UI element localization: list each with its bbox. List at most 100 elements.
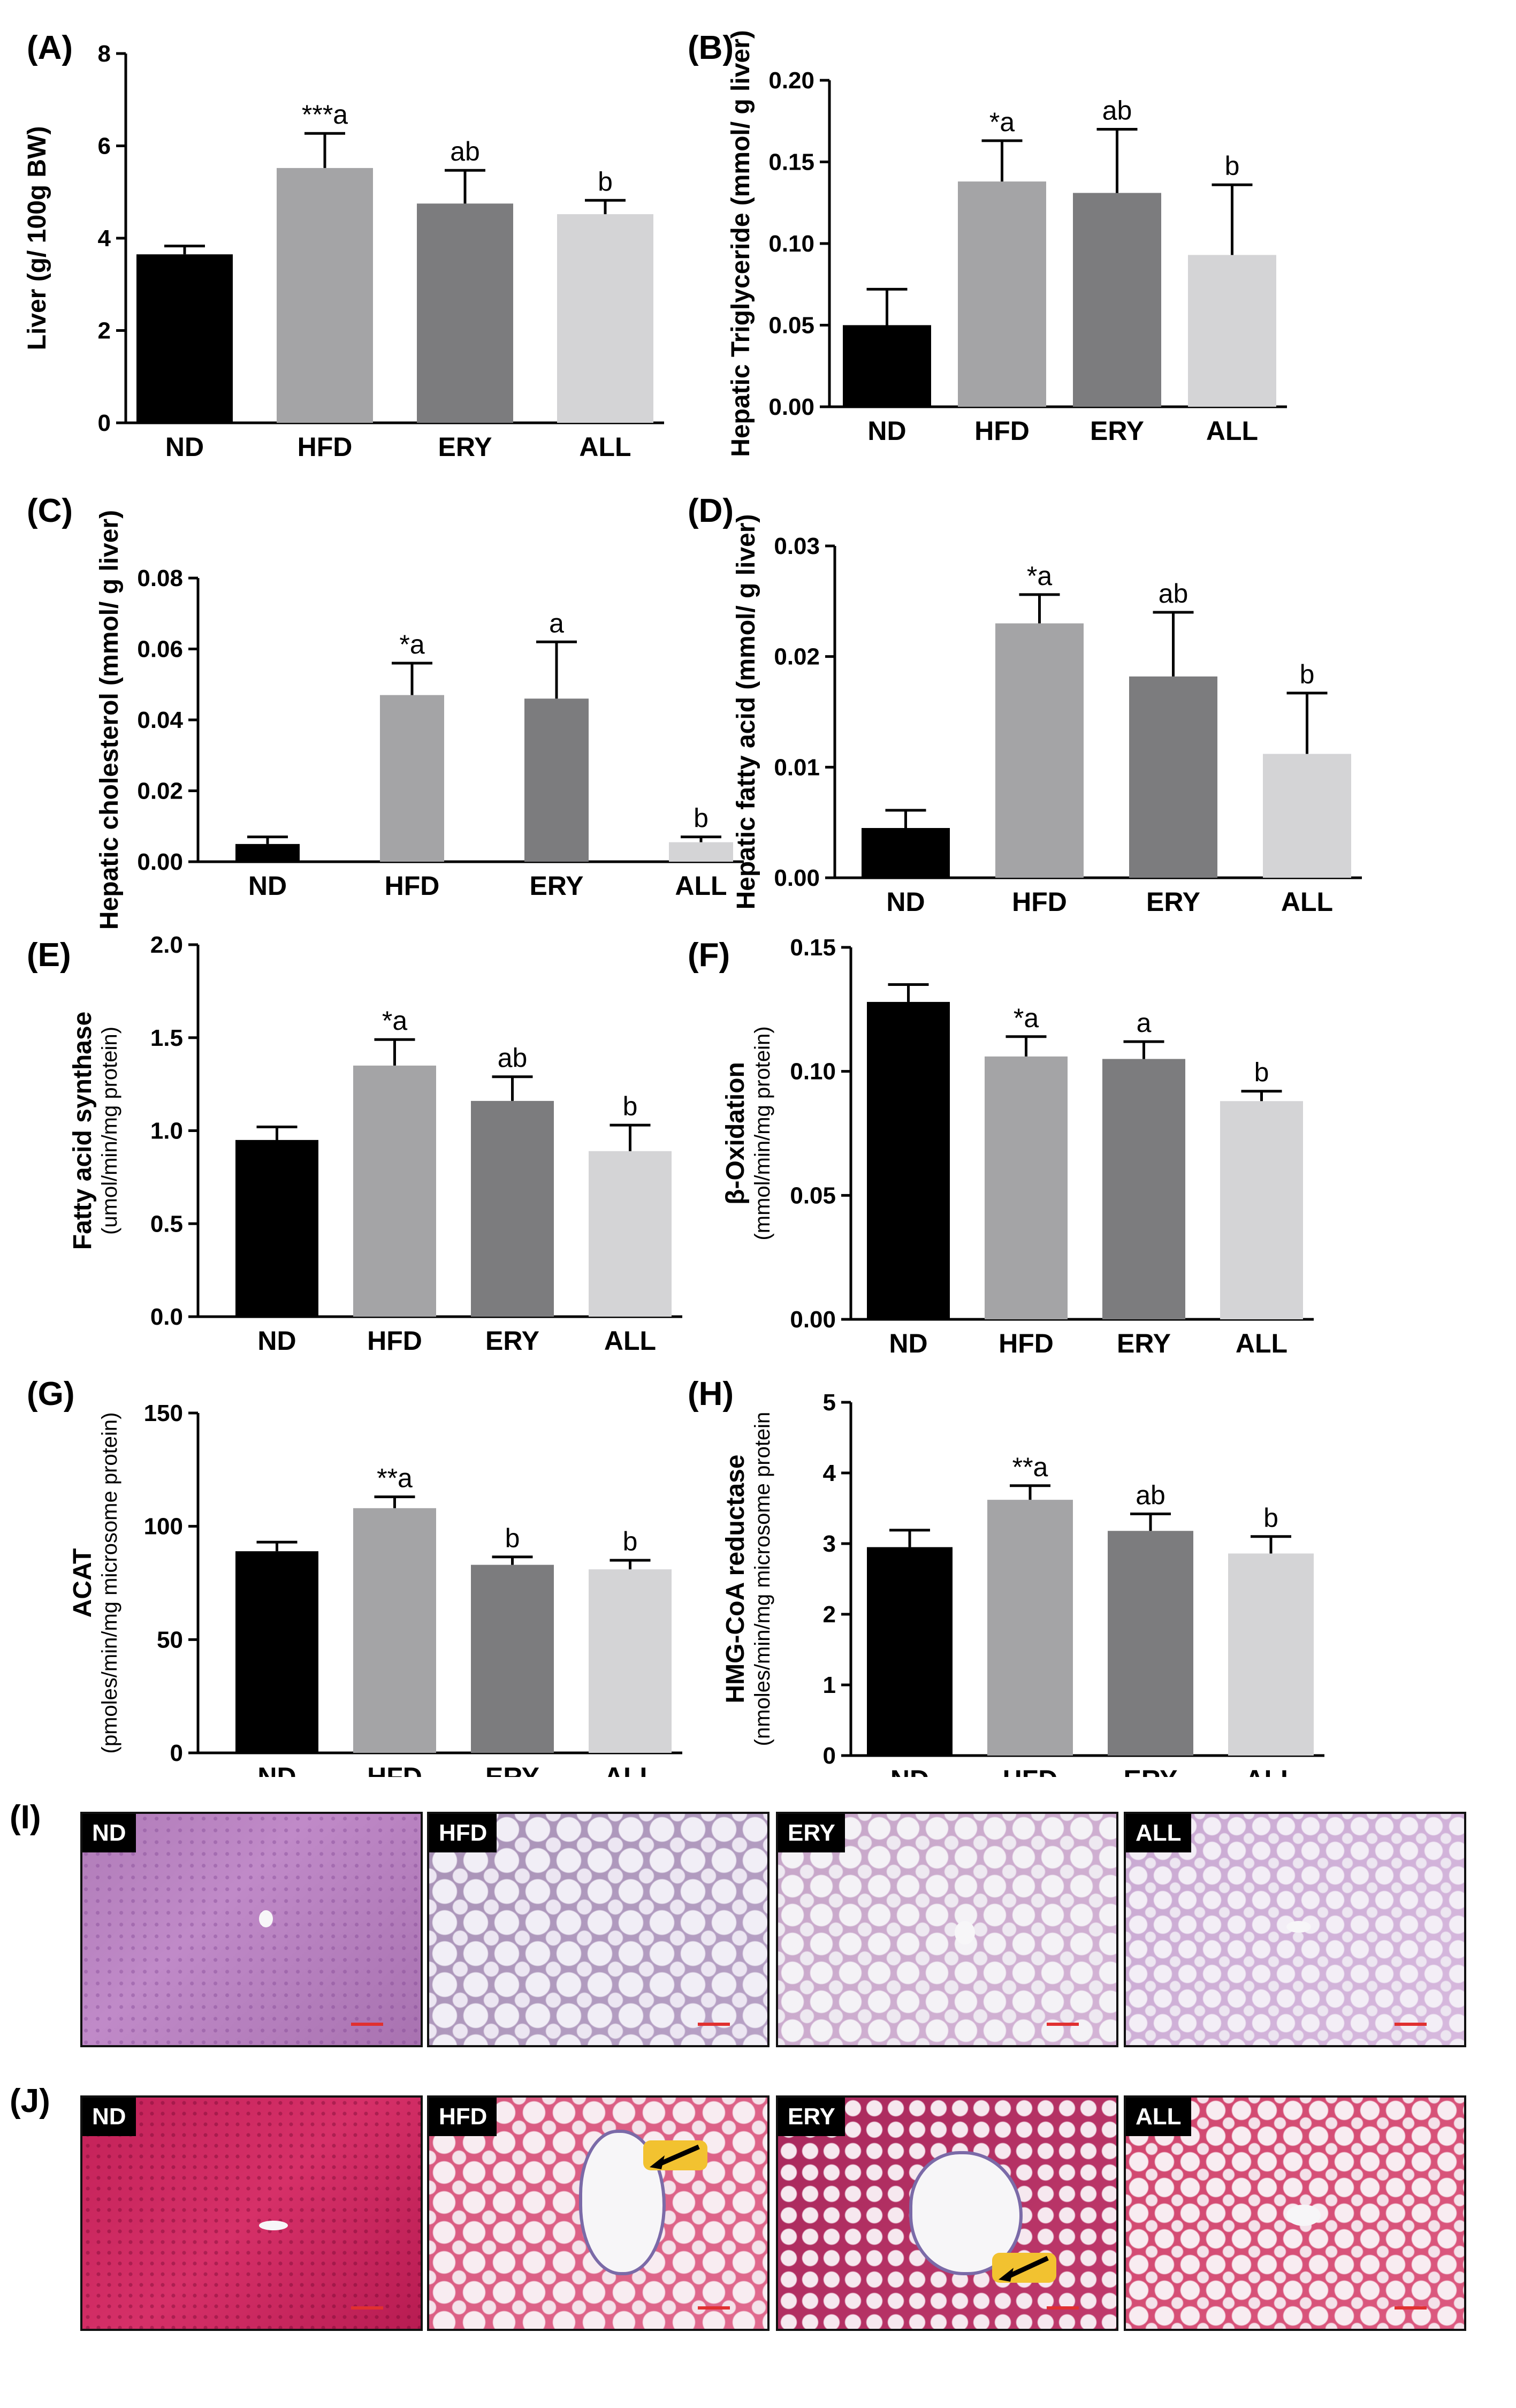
bar-ery bbox=[471, 1564, 554, 1753]
x-tick-label: ND bbox=[165, 432, 204, 462]
significance-label: ab bbox=[1136, 1480, 1165, 1510]
x-tick-label: ERY bbox=[485, 1762, 539, 1777]
significance-label: *a bbox=[382, 1006, 407, 1036]
significance-label: *a bbox=[989, 107, 1015, 137]
y-tick-label: 0.04 bbox=[137, 707, 183, 733]
x-tick-label: ALL bbox=[1281, 887, 1333, 917]
y-tick-label: 100 bbox=[144, 1514, 183, 1540]
significance-label: ab bbox=[1159, 579, 1189, 609]
y-tick-label: 0.00 bbox=[774, 865, 820, 891]
x-tick-label: ALL bbox=[604, 1762, 656, 1777]
x-tick-label: ND bbox=[890, 1765, 929, 1777]
y-axis-label-units: (nmoles/min/mg microsome protein bbox=[751, 1412, 774, 1746]
x-tick-label: ND bbox=[867, 416, 906, 446]
bar-hfd bbox=[380, 695, 444, 862]
y-tick-label: 0 bbox=[823, 1743, 836, 1769]
panel-label: (F) bbox=[688, 937, 730, 974]
bar-ery bbox=[1073, 193, 1161, 407]
histology-mt-nd: ND bbox=[80, 2095, 423, 2331]
y-tick-label: 5 bbox=[823, 1389, 836, 1416]
tag-all: ALL bbox=[1126, 1814, 1191, 1852]
significance-label: a bbox=[1137, 1008, 1152, 1038]
scale-bar bbox=[351, 2306, 383, 2310]
y-axis-label-units: (umol/min/mg protein) bbox=[98, 1027, 121, 1235]
bar-all bbox=[589, 1151, 672, 1317]
significance-label: b bbox=[1263, 1503, 1278, 1533]
bar-all bbox=[1263, 754, 1351, 878]
bar-all bbox=[1188, 255, 1276, 407]
bar-hfd bbox=[277, 168, 373, 423]
panel-label: (A) bbox=[27, 29, 73, 66]
x-tick-label: HFD bbox=[367, 1326, 422, 1356]
y-tick-label: 1.0 bbox=[150, 1118, 183, 1144]
bar-nd bbox=[867, 1547, 953, 1756]
bar-hfd bbox=[987, 1500, 1073, 1756]
y-tick-label: 0.02 bbox=[137, 778, 183, 804]
y-tick-label: 0.5 bbox=[150, 1211, 183, 1237]
x-tick-label: ERY bbox=[1124, 1765, 1178, 1777]
significance-label: *a bbox=[1027, 561, 1052, 591]
significance-label: ab bbox=[1102, 96, 1132, 126]
panel-label: (B) bbox=[688, 29, 734, 66]
x-tick-label: HFD bbox=[1003, 1765, 1058, 1777]
y-axis-label-units: (pmoles/min/mg microsome protein) bbox=[98, 1412, 121, 1754]
x-tick-label: HFD bbox=[367, 1762, 422, 1777]
y-tick-label: 0.10 bbox=[768, 231, 814, 257]
significance-label: b bbox=[1300, 659, 1315, 689]
bar-all bbox=[669, 842, 733, 862]
x-tick-label: ALL bbox=[675, 871, 727, 901]
y-axis-label: Hepatic cholesterol (mmol/ g liver) bbox=[95, 510, 124, 930]
significance-label: **a bbox=[1012, 1452, 1048, 1482]
y-axis-label: β-Oxidation bbox=[721, 1062, 750, 1205]
significance-label: b bbox=[623, 1091, 638, 1121]
scale-bar bbox=[698, 2023, 730, 2026]
tag-all: ALL bbox=[1126, 2098, 1191, 2136]
y-tick-label: 0.10 bbox=[790, 1059, 836, 1085]
x-tick-label: HFD bbox=[999, 1328, 1054, 1358]
y-tick-label: 0.20 bbox=[768, 67, 814, 94]
bar-hfd bbox=[985, 1056, 1068, 1319]
bar-nd bbox=[235, 844, 300, 862]
significance-label: a bbox=[549, 608, 564, 638]
y-tick-label: 150 bbox=[144, 1400, 183, 1426]
y-tick-label: 4 bbox=[823, 1460, 836, 1486]
x-tick-label: HFD bbox=[385, 871, 440, 901]
bar-ery bbox=[524, 698, 589, 862]
significance-label: *a bbox=[399, 629, 424, 659]
bar-hfd bbox=[995, 623, 1084, 878]
x-tick-label: HFD bbox=[298, 432, 353, 462]
significance-label: ***a bbox=[302, 100, 348, 130]
y-tick-label: 0.05 bbox=[790, 1182, 836, 1209]
histology-mt-all: ALL bbox=[1124, 2095, 1466, 2331]
bar-nd bbox=[235, 1551, 318, 1753]
significance-label: b bbox=[623, 1526, 638, 1556]
y-tick-label: 0.00 bbox=[768, 394, 814, 420]
x-tick-label: ALL bbox=[1206, 416, 1258, 446]
bar-hfd bbox=[353, 1065, 436, 1317]
bar-ery bbox=[417, 203, 513, 423]
panel-label: (E) bbox=[27, 937, 71, 974]
bar-nd bbox=[843, 325, 931, 407]
bar-nd bbox=[136, 254, 233, 423]
significance-label: b bbox=[694, 803, 709, 833]
bar-all bbox=[1220, 1101, 1303, 1319]
y-tick-label: 2 bbox=[98, 318, 111, 344]
y-tick-label: 0.0 bbox=[150, 1304, 183, 1330]
y-tick-label: 0.15 bbox=[790, 935, 836, 961]
x-tick-label: HFD bbox=[974, 416, 1030, 446]
tag-ery: ERY bbox=[778, 2098, 845, 2136]
x-tick-label: ND bbox=[889, 1328, 927, 1358]
y-tick-label: 0.05 bbox=[768, 313, 814, 339]
x-tick-label: ND bbox=[248, 871, 287, 901]
histology-he-nd: ND bbox=[80, 1812, 423, 2047]
y-axis-label: Liver (g/ 100g BW) bbox=[23, 126, 51, 351]
x-tick-label: ERY bbox=[1090, 416, 1144, 446]
scale-bar bbox=[1395, 2023, 1427, 2026]
scale-bar bbox=[351, 2023, 383, 2026]
scale-bar bbox=[1395, 2306, 1427, 2310]
x-tick-label: ALL bbox=[1245, 1765, 1297, 1777]
y-axis-label: HMG-CoA reductase bbox=[721, 1455, 750, 1704]
tag-hfd: HFD bbox=[429, 2098, 497, 2136]
panel-label-I: (I) bbox=[10, 1799, 41, 1836]
